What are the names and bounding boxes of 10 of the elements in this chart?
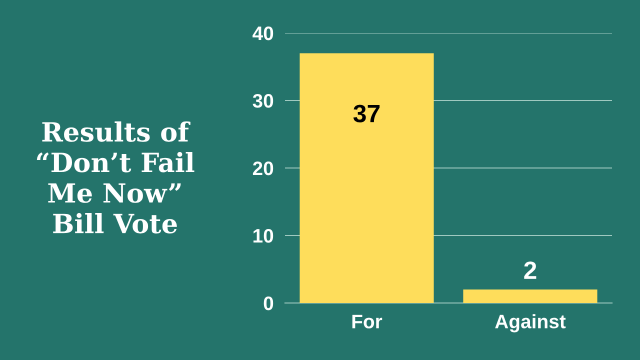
y-tick-label: 40 [252, 26, 274, 40]
y-tick-label: 0 [264, 296, 274, 310]
text: Results of “Don’t Fail Me Now” Bill Vote [36, 121, 194, 234]
data-label: 2 [524, 261, 536, 279]
y-tick-label: 10 [253, 228, 274, 243]
y-tick-label: 30 [252, 94, 274, 108]
data-label: 37 [353, 104, 380, 122]
y-tick-label: 20 [252, 161, 274, 176]
x-tick-label: For [352, 314, 382, 328]
x-tick-label: Against [495, 314, 566, 332]
